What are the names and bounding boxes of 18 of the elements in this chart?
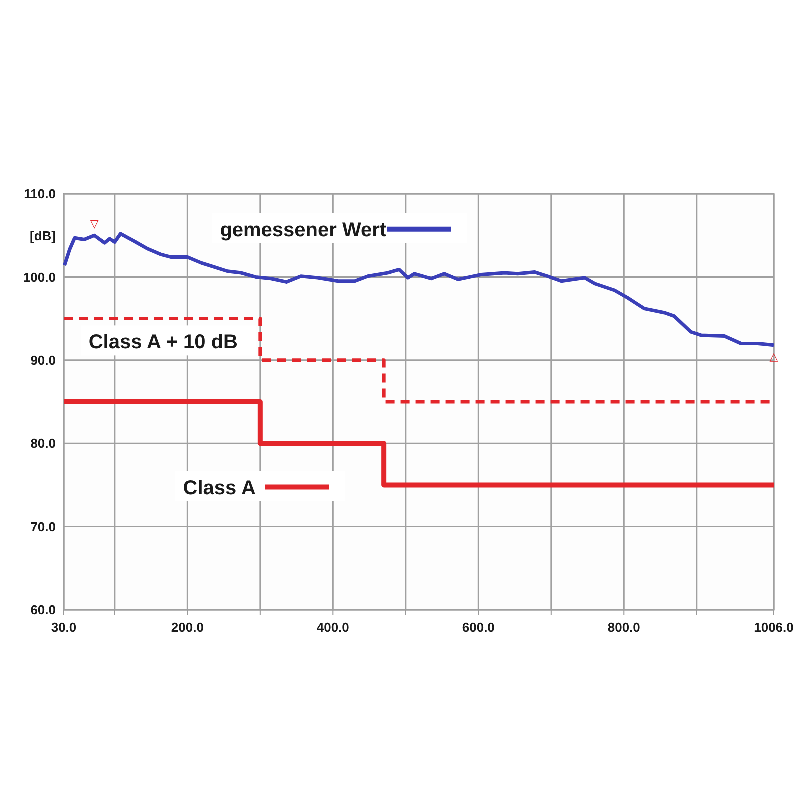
y-tick-label: 80.0	[30, 436, 56, 452]
legend-label: gemessener Wert	[220, 219, 387, 242]
x-tick-label: 30.0	[51, 620, 77, 635]
x-tick-label: 600.0	[462, 620, 495, 635]
legend-label: Class A	[183, 477, 256, 500]
x-tick-label: 400.0	[316, 620, 350, 635]
y-axis-title: [dB]	[30, 228, 56, 244]
annotation: △	[770, 350, 779, 364]
x-tick-label: 800.0	[608, 620, 640, 635]
annotation: ▽	[90, 217, 100, 230]
y-tick-label: 90.0	[30, 352, 56, 368]
y-tick-label: 60.0	[30, 602, 56, 618]
y-tick-label: 110.0	[24, 186, 56, 202]
series-label: Class A + 10 dB	[88, 332, 238, 354]
x-tick-label: 1006.0	[754, 620, 794, 635]
x-tick-label: 200.0	[171, 620, 204, 635]
y-tick-label: 70.0	[30, 519, 56, 534]
y-tick-label: 100.0	[23, 270, 56, 285]
